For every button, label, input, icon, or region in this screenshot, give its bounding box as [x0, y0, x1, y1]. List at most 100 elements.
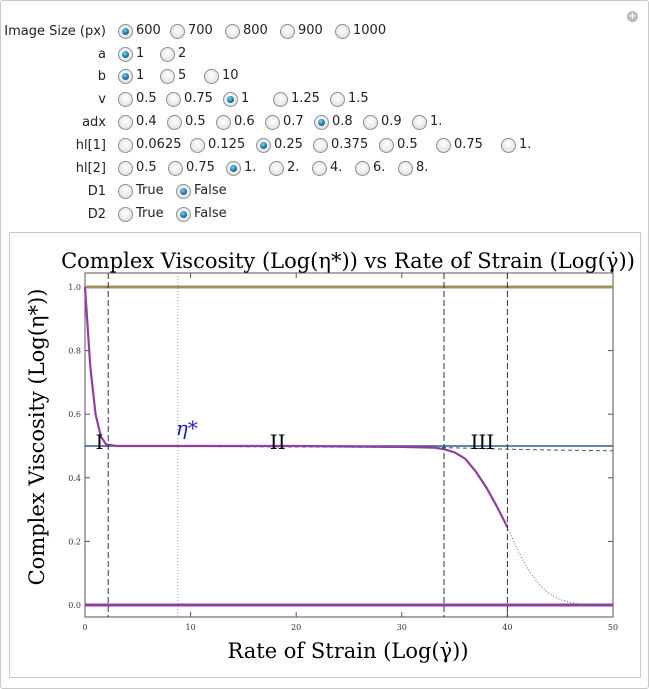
radio-icon[interactable] — [190, 138, 205, 153]
radio-icon[interactable] — [118, 207, 133, 222]
radio-option[interactable]: 0.6 — [216, 114, 255, 132]
radio-icon[interactable] — [225, 24, 240, 39]
radio-icon[interactable] — [170, 24, 185, 39]
radio-option[interactable]: 4. — [312, 160, 342, 178]
radio-option[interactable]: False — [176, 206, 227, 224]
radio-icon[interactable] — [160, 69, 175, 84]
radio-icon[interactable] — [118, 115, 133, 130]
radio-option[interactable]: 700 — [170, 23, 213, 41]
radio-option[interactable]: 2. — [269, 160, 299, 178]
radio-option[interactable]: 1. — [412, 114, 442, 132]
radio-selected-icon[interactable] — [226, 161, 241, 176]
radio-icon[interactable] — [269, 161, 284, 176]
radio-icon[interactable] — [167, 115, 182, 130]
radio-icon[interactable] — [363, 115, 378, 130]
radio-selected-icon[interactable] — [176, 207, 191, 222]
radio-option[interactable]: 0.75 — [168, 160, 215, 178]
radio-icon[interactable] — [166, 92, 181, 107]
radio-icon[interactable] — [273, 92, 288, 107]
radio-option[interactable]: True — [118, 183, 164, 201]
radio-option[interactable]: 0.9 — [363, 114, 402, 132]
chart-title: Complex Viscosity (Log(η*)) vs Rate of S… — [61, 249, 635, 273]
radio-selected-icon[interactable] — [118, 69, 133, 84]
radio-option-label: 0.75 — [186, 160, 215, 175]
radio-icon[interactable] — [312, 161, 327, 176]
radio-option[interactable]: 1.25 — [273, 91, 320, 109]
radio-icon[interactable] — [118, 184, 133, 199]
radio-option[interactable]: 1.5 — [330, 91, 369, 109]
y-tick-label: 0.6 — [68, 410, 81, 419]
radio-icon[interactable] — [216, 115, 231, 130]
radio-option-label: 2 — [178, 46, 187, 61]
radio-option[interactable]: 0.4 — [118, 114, 157, 132]
radio-option[interactable]: 1 — [223, 91, 249, 109]
radio-icon[interactable] — [118, 92, 133, 107]
radio-option[interactable]: 2 — [160, 46, 186, 64]
radio-icon[interactable] — [501, 138, 516, 153]
plot-frame — [84, 272, 614, 618]
radio-option[interactable]: 900 — [280, 23, 323, 41]
radio-option[interactable]: 10 — [204, 68, 239, 86]
radio-option[interactable]: 0.8 — [314, 114, 353, 132]
radio-option[interactable]: 0.5 — [118, 160, 157, 178]
radio-icon[interactable] — [335, 24, 350, 39]
radio-icon[interactable] — [313, 138, 328, 153]
radio-icon[interactable] — [118, 161, 133, 176]
chart-annotation: II — [270, 430, 286, 454]
control-label: v — [98, 92, 106, 107]
radio-option-label: 700 — [188, 23, 213, 38]
radio-option[interactable]: 600 — [118, 23, 161, 41]
radio-option-label: 4. — [330, 160, 343, 175]
radio-option[interactable]: 8. — [398, 160, 428, 178]
radio-option[interactable]: 0.375 — [313, 137, 368, 155]
radio-icon[interactable] — [265, 115, 280, 130]
radio-icon[interactable] — [160, 47, 175, 62]
x-tick-label: 10 — [186, 623, 196, 632]
radio-selected-icon[interactable] — [314, 115, 329, 130]
radio-option[interactable]: 1000 — [335, 23, 386, 41]
radio-icon[interactable] — [204, 69, 219, 84]
radio-option[interactable]: 0.5 — [118, 91, 157, 109]
radio-selected-icon[interactable] — [256, 138, 271, 153]
radio-selected-icon[interactable] — [223, 92, 238, 107]
radio-option-label: 0.5 — [185, 114, 206, 129]
radio-selected-icon[interactable] — [118, 47, 133, 62]
radio-option[interactable]: 1 — [118, 68, 144, 86]
radio-option-label: 1 — [241, 91, 250, 106]
radio-option-label: 600 — [136, 23, 161, 38]
radio-option[interactable]: 5 — [160, 68, 186, 86]
expand-plus-icon[interactable]: + — [627, 11, 638, 22]
radio-option[interactable]: 0.125 — [190, 137, 245, 155]
radio-selected-icon[interactable] — [118, 24, 133, 39]
radio-option[interactable]: 800 — [225, 23, 268, 41]
radio-option[interactable]: 1. — [501, 137, 531, 155]
radio-option[interactable]: True — [118, 206, 164, 224]
radio-option[interactable]: 0.75 — [166, 91, 213, 109]
radio-option[interactable]: 0.5 — [379, 137, 418, 155]
radio-icon[interactable] — [168, 161, 183, 176]
control-row-7: D1 True False — [0, 182, 640, 202]
radio-icon[interactable] — [436, 138, 451, 153]
radio-icon[interactable] — [330, 92, 345, 107]
radio-icon[interactable] — [118, 138, 133, 153]
radio-icon[interactable] — [355, 161, 370, 176]
radio-option[interactable]: 0.25 — [256, 137, 303, 155]
radio-option[interactable]: False — [176, 183, 227, 201]
radio-icon[interactable] — [398, 161, 413, 176]
radio-selected-icon[interactable] — [176, 184, 191, 199]
radio-option-label: 0.0625 — [136, 137, 182, 152]
radio-option-label: 0.5 — [136, 160, 157, 175]
control-row-2: b 1 5 10 — [0, 67, 640, 87]
radio-option-label: 0.375 — [331, 137, 369, 152]
radio-icon[interactable] — [379, 138, 394, 153]
control-label: adx — [82, 115, 106, 130]
radio-option[interactable]: 0.75 — [436, 137, 483, 155]
radio-option[interactable]: 6. — [355, 160, 385, 178]
radio-icon[interactable] — [280, 24, 295, 39]
radio-option[interactable]: 0.5 — [167, 114, 206, 132]
radio-option[interactable]: 0.0625 — [118, 137, 182, 155]
radio-icon[interactable] — [412, 115, 427, 130]
radio-option[interactable]: 0.7 — [265, 114, 304, 132]
radio-option[interactable]: 1. — [226, 160, 256, 178]
radio-option[interactable]: 1 — [118, 46, 144, 64]
